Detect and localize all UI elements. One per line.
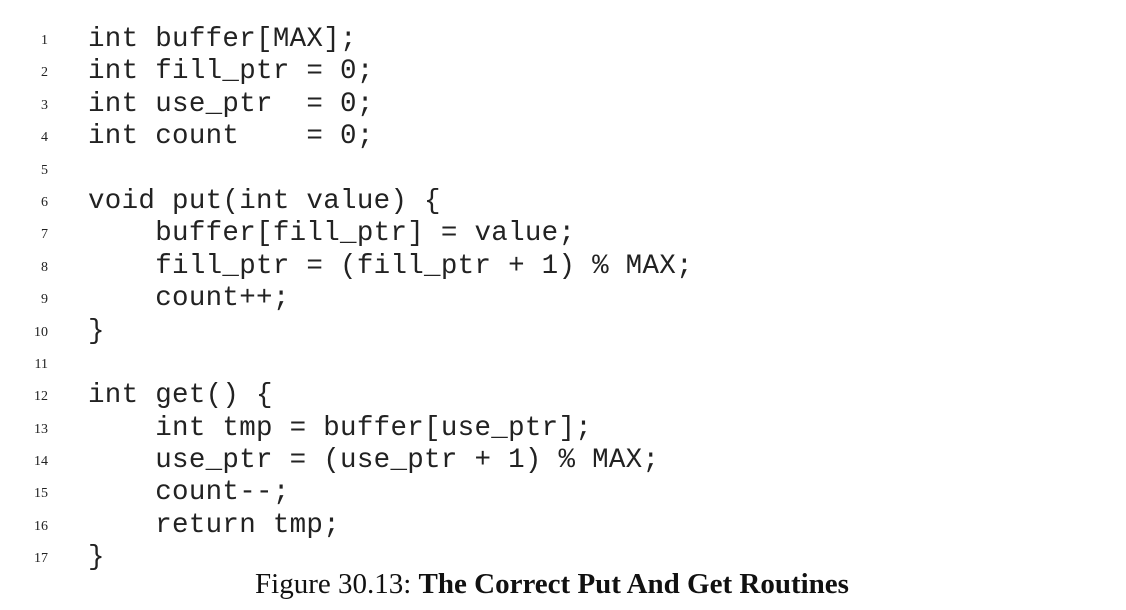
line-number: 16: [34, 518, 48, 534]
code-line: 16 return tmp;: [0, 510, 1126, 542]
code-line: 4 int count = 0;: [0, 121, 1126, 153]
code-line: 3 int use_ptr = 0;: [0, 89, 1126, 121]
line-number: 4: [41, 130, 48, 146]
code-line: 7 buffer[fill_ptr] = value;: [0, 218, 1126, 250]
line-code: count--;: [88, 477, 290, 509]
code-line: 14 use_ptr = (use_ptr + 1) % MAX;: [0, 445, 1126, 477]
line-code: int use_ptr = 0;: [88, 88, 374, 120]
code-line: 15 count--;: [0, 477, 1126, 509]
line-code: }: [88, 542, 105, 574]
line-code: return tmp;: [88, 509, 341, 541]
line-number: 12: [34, 389, 48, 405]
line-number: 6: [41, 194, 48, 210]
code-line: 11: [0, 348, 1126, 380]
line-number: 9: [41, 292, 48, 308]
code-line: 10}: [0, 316, 1126, 348]
code-line: 8 fill_ptr = (fill_ptr + 1) % MAX;: [0, 251, 1126, 283]
line-number: 8: [41, 259, 48, 275]
line-number: 11: [34, 356, 48, 372]
code-line: 13 int tmp = buffer[use_ptr];: [0, 413, 1126, 445]
line-code: int get() {: [88, 380, 273, 412]
code-line: 17}: [0, 542, 1126, 574]
line-code: int fill_ptr = 0;: [88, 56, 374, 88]
line-number: 17: [34, 551, 48, 567]
code-line: 1 int buffer[MAX];: [0, 24, 1126, 56]
line-code: buffer[fill_ptr] = value;: [88, 218, 576, 250]
line-code: void put(int value) {: [88, 185, 441, 217]
line-number: 15: [34, 486, 48, 502]
code-line: 2 int fill_ptr = 0;: [0, 56, 1126, 88]
line-number: 3: [41, 97, 48, 113]
line-number: 2: [41, 65, 48, 81]
line-code: fill_ptr = (fill_ptr + 1) % MAX;: [88, 250, 693, 282]
code-line: 12 int get() {: [0, 380, 1126, 412]
line-number: 10: [34, 324, 48, 340]
code-line: 6 void put(int value) {: [0, 186, 1126, 218]
line-number: 5: [41, 162, 48, 178]
line-number: 14: [34, 454, 48, 470]
code-line: 9 count++;: [0, 283, 1126, 315]
line-number: 1: [41, 33, 48, 48]
line-code: count++;: [88, 283, 290, 315]
line-code: }: [88, 315, 105, 347]
figure-caption: Figure 30.13: The Correct Put And Get Ro…: [0, 566, 1104, 602]
line-number: 13: [34, 421, 48, 437]
code-listing: 1 int buffer[MAX]; 2 int fill_ptr = 0; 3 int …: [0, 24, 1126, 575]
code-line: 5: [0, 154, 1126, 186]
caption-label: Figure 30.13:: [255, 568, 412, 600]
line-code: use_ptr = (use_ptr + 1) % MAX;: [88, 445, 660, 477]
line-number: 7: [41, 227, 48, 243]
line-code: int count = 0;: [88, 121, 374, 153]
line-code: int buffer[MAX];: [88, 24, 357, 55]
caption-title: The Correct Put And Get Routines: [418, 568, 849, 600]
line-code: int tmp = buffer[use_ptr];: [88, 412, 593, 444]
